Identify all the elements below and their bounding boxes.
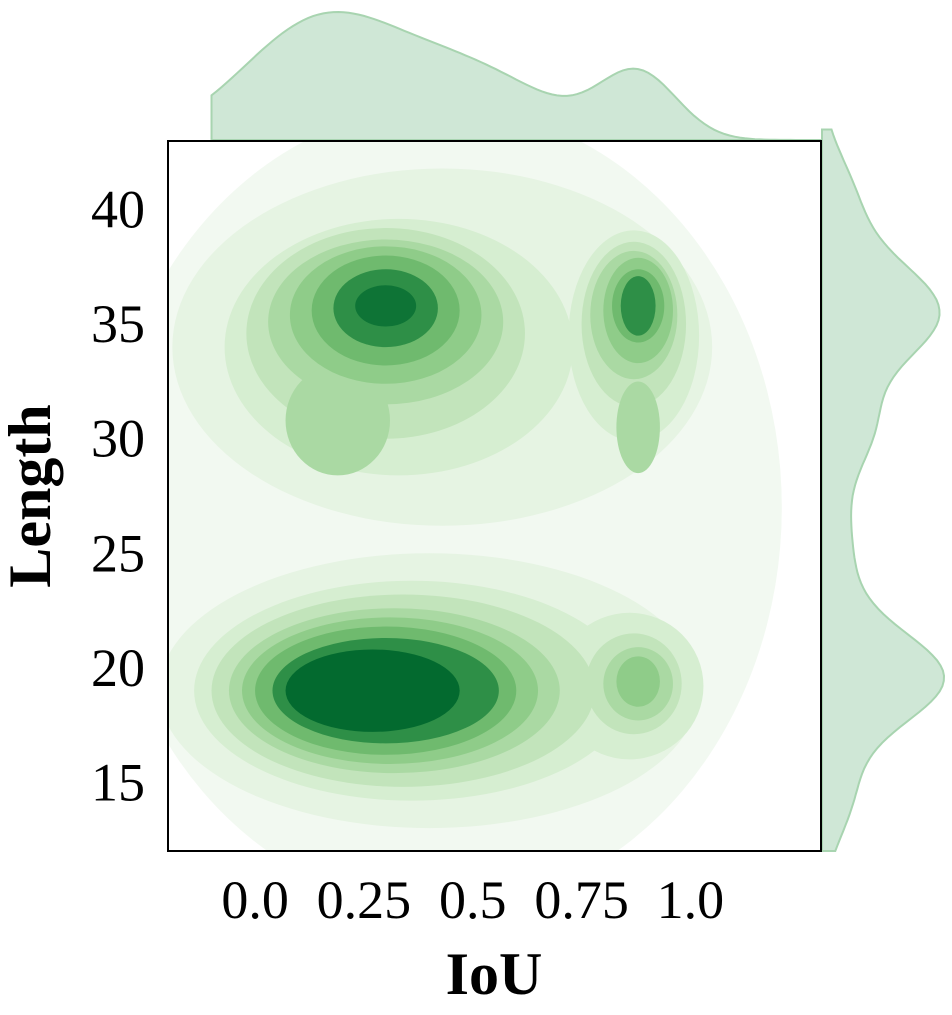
contour-upper-4 xyxy=(285,365,391,476)
x-tick-label: 0.25 xyxy=(317,870,412,930)
y-tick-label: 25 xyxy=(91,523,145,583)
y-tick-label: 15 xyxy=(91,752,145,812)
y-tick-label: 20 xyxy=(91,638,145,698)
y-axis-ticks: 15 20 25 30 35 40 xyxy=(91,180,145,813)
x-tick-label: 0.75 xyxy=(534,870,629,930)
x-tick-label: 0.0 xyxy=(221,870,289,930)
y-tick-label: 35 xyxy=(91,294,145,354)
y-tick-label: 40 xyxy=(91,180,145,240)
x-axis-label: IoU xyxy=(446,941,543,1007)
top-marginal-curve xyxy=(210,10,821,141)
top-marginal-density xyxy=(210,10,821,141)
y-tick-label: 30 xyxy=(91,409,145,469)
contour-upper-7 xyxy=(620,276,656,336)
right-marginal-curve xyxy=(821,128,946,852)
contour-upper-4 xyxy=(616,381,660,474)
y-axis-label: Length xyxy=(0,404,63,587)
contour-lower-peak xyxy=(285,649,460,732)
plot-frame xyxy=(167,140,822,852)
contour-lower-5 xyxy=(616,656,660,707)
contour-upper-peak xyxy=(355,285,417,327)
x-tick-label: 0.5 xyxy=(439,870,507,930)
x-axis-ticks: 0.0 0.25 0.5 0.75 1.0 xyxy=(221,870,724,930)
x-tick-label: 1.0 xyxy=(657,870,725,930)
right-marginal-density xyxy=(821,128,946,852)
density-contours xyxy=(168,141,782,851)
